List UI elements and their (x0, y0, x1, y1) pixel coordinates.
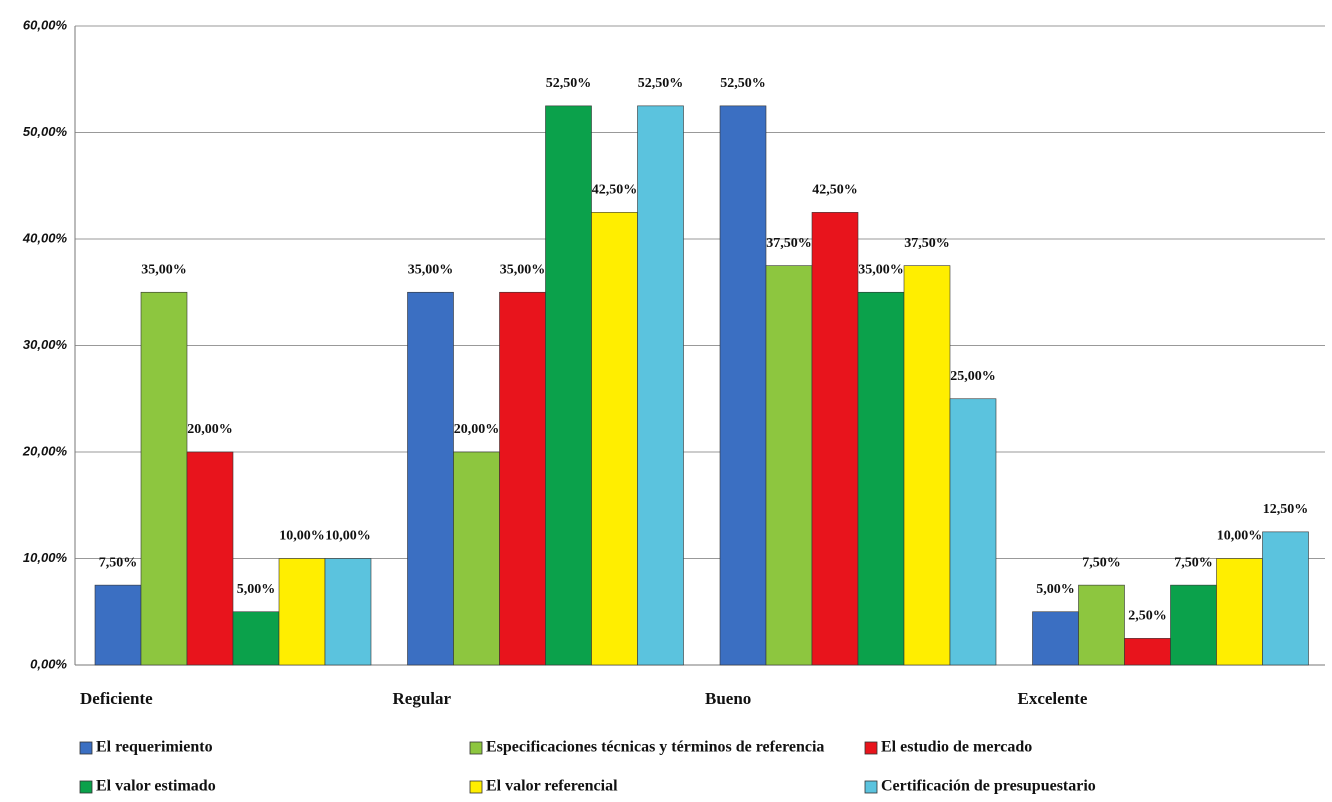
value-label: 5,00% (1036, 582, 1075, 597)
legend-swatch (79, 780, 93, 794)
bar (949, 398, 997, 666)
legend-label: Especificaciones técnicas y términos de … (486, 739, 824, 756)
bar (1032, 611, 1079, 666)
y-tick-label: 50,00% (23, 124, 68, 139)
value-label: 7,50% (1082, 555, 1121, 570)
value-label: 20,00% (454, 422, 500, 437)
value-label: 42,50% (812, 183, 858, 198)
x-tick-label: Deficiente (80, 689, 153, 708)
bar (719, 105, 767, 666)
value-label: 52,50% (546, 76, 592, 91)
bar (545, 105, 592, 666)
bar (94, 584, 142, 666)
value-label: 37,50% (904, 236, 950, 251)
value-label: 2,50% (1128, 609, 1167, 624)
bar (591, 212, 638, 666)
legend-swatch (864, 741, 878, 755)
bar (765, 265, 813, 666)
legend-swatch (469, 741, 483, 755)
value-label: 35,00% (500, 262, 546, 277)
value-label: 35,00% (141, 262, 187, 277)
bar (499, 291, 546, 666)
value-label: 52,50% (720, 76, 766, 91)
y-tick-label: 10,00% (23, 550, 68, 565)
legend-swatch (469, 780, 483, 794)
y-tick-label: 0,00% (30, 656, 67, 671)
value-label: 42,50% (592, 183, 638, 198)
y-tick-label: 60,00% (23, 17, 68, 32)
bar (1216, 558, 1263, 666)
bar (232, 611, 280, 666)
y-tick-label: 30,00% (23, 337, 68, 352)
bar (1124, 638, 1171, 666)
legend-label: Certificación de presupuestario (881, 778, 1096, 795)
bar (453, 451, 500, 666)
legend-label: El valor estimado (96, 778, 216, 795)
bar (857, 291, 905, 666)
bar (324, 558, 372, 666)
legend-label: El requerimiento (96, 739, 213, 756)
value-label: 7,50% (99, 555, 138, 570)
bar (1262, 531, 1309, 666)
value-label: 35,00% (408, 262, 454, 277)
value-label: 10,00% (279, 529, 325, 544)
value-label: 20,00% (187, 422, 233, 437)
value-label: 7,50% (1174, 555, 1213, 570)
value-label: 52,50% (638, 76, 684, 91)
legend-label: El valor referencial (486, 778, 618, 795)
x-tick-label: Regular (393, 689, 452, 708)
bar (903, 265, 951, 666)
bar (140, 291, 188, 666)
bar (407, 291, 454, 666)
bar (637, 105, 684, 666)
legend-swatch (864, 780, 878, 794)
value-label: 12,50% (1263, 502, 1309, 517)
bar (811, 212, 859, 666)
x-tick-label: Bueno (705, 689, 751, 708)
bar (278, 558, 326, 666)
x-tick-label: Excelente (1018, 689, 1088, 708)
bar (186, 451, 234, 666)
value-label: 5,00% (237, 582, 276, 597)
bar (1170, 584, 1217, 666)
value-label: 35,00% (858, 262, 904, 277)
y-tick-label: 40,00% (22, 230, 68, 245)
bar (1078, 584, 1125, 666)
y-tick-label: 20,00% (22, 443, 68, 458)
value-label: 37,50% (766, 236, 812, 251)
value-label: 25,00% (950, 369, 996, 384)
legend-swatch (79, 741, 93, 755)
value-label: 10,00% (325, 529, 371, 544)
value-label: 10,00% (1217, 529, 1263, 544)
legend-label: El estudio de mercado (881, 739, 1032, 756)
